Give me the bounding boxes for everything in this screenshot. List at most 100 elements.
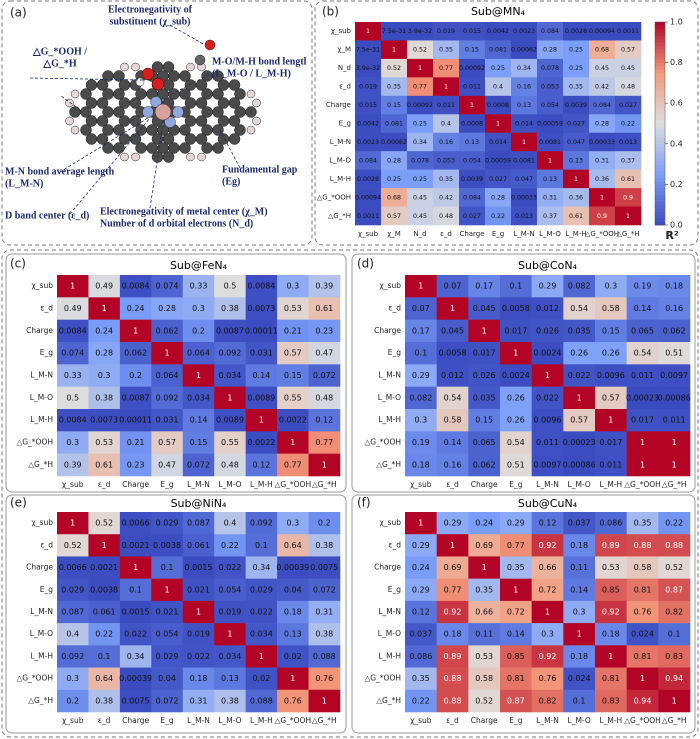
heatmap-cell	[182, 578, 215, 602]
cell-label: 1	[444, 84, 448, 91]
cell-label: 0.00011	[119, 416, 152, 425]
cell-label: 0.58	[602, 304, 620, 313]
heatmap-cell	[511, 132, 538, 152]
cell-label: 0.011	[437, 102, 455, 109]
cell-label: 1	[470, 102, 474, 109]
heatmap-cell	[615, 151, 642, 170]
cell-label: 0.76	[634, 608, 652, 617]
cell-label: 0.35	[387, 84, 401, 91]
heatmap-cell	[436, 534, 469, 557]
cell-label: 0.47	[158, 460, 176, 469]
y-tick-label: ε_d	[40, 304, 53, 313]
heatmap-cell	[595, 667, 627, 691]
heatmap-cell	[88, 689, 121, 713]
cell-label: 1	[640, 674, 645, 683]
cell-label: 0.084	[541, 28, 559, 35]
heatmap-cell	[459, 77, 486, 97]
heatmap-cell	[500, 667, 532, 691]
colorbar-tick-label: 0.2	[670, 180, 683, 189]
cell-label: 1	[577, 630, 582, 639]
heatmap-cell	[277, 534, 309, 557]
cell-label: 0.85	[602, 585, 620, 594]
cell-label: 0.02	[252, 674, 270, 683]
heatmap-cell	[214, 578, 246, 602]
cell-label: 0.045	[473, 304, 496, 313]
colorbar-segment	[655, 32, 665, 36]
heatmap-cell	[563, 623, 596, 646]
cell-label: 0.0073	[247, 304, 275, 313]
colorbar-segment	[655, 59, 665, 63]
cell-label: 0.34	[517, 65, 531, 72]
heatmap-cell	[245, 342, 278, 365]
y-tick-label: χ_sub	[379, 281, 401, 290]
diagram-label: Electronegativity of	[108, 4, 193, 15]
cell-label: 0.52	[413, 47, 427, 54]
cell-label: 1	[450, 541, 455, 550]
heatmap-cell	[407, 151, 434, 170]
x-tick-label: χ_sub	[358, 230, 379, 238]
colorbar-segment	[655, 177, 665, 182]
cell-label: 0.12	[315, 416, 333, 425]
cell-label: 0.026	[473, 371, 496, 380]
heatmap-cell	[626, 431, 659, 454]
heatmap-cell	[589, 169, 616, 189]
heatmap-cell	[407, 114, 434, 134]
heatmap-cell	[355, 188, 382, 207]
heatmap-cell	[119, 600, 152, 624]
heatmap-cell	[468, 534, 501, 557]
pointer-line	[149, 121, 164, 209]
diagram-label: M-N bond average length	[5, 166, 115, 177]
atom	[162, 151, 175, 163]
x-tick-label: L_M-O	[539, 230, 561, 238]
y-tick-label: ε_d	[339, 83, 351, 91]
cell-label: 0.28	[158, 304, 176, 313]
cell-label: 0.00092	[407, 102, 433, 109]
cell-label: 0.31	[315, 608, 333, 617]
heatmap-cell	[433, 77, 460, 97]
heatmap-cell	[468, 409, 501, 432]
heatmap-cell	[355, 22, 382, 41]
cell-label: 0.15	[190, 438, 208, 447]
heatmap-cell	[308, 275, 341, 298]
heatmap-cell	[151, 297, 184, 320]
cell-label: 0.0089	[247, 393, 275, 402]
heatmap-cell	[308, 342, 341, 365]
y-tick-label: △G_*OOH	[364, 674, 401, 683]
cell-label: 0.047	[515, 176, 533, 183]
heatmap-cell	[658, 645, 691, 668]
cell-label: 0.082	[568, 282, 591, 291]
atom	[228, 79, 241, 91]
atom	[85, 133, 98, 145]
heatmap-cell	[468, 645, 501, 668]
cell-label: 0.5	[224, 282, 237, 291]
cell-label: 1	[102, 541, 107, 550]
heatmap-cell	[485, 188, 512, 207]
heatmap-cell	[308, 319, 341, 343]
heatmap-cell	[355, 95, 382, 115]
diagram-label: Number of d orbital electrons (N_d)	[100, 218, 253, 229]
cell-label: 0.078	[541, 65, 559, 72]
cell-label: 0.017	[473, 349, 496, 358]
cell-label: 0.037	[568, 519, 591, 528]
cell-label: 0.026	[536, 326, 559, 335]
heatmap-cell	[182, 409, 215, 432]
cell-label: 0.38	[221, 304, 239, 313]
heatmap-cell	[485, 95, 512, 115]
heatmap-cell	[119, 386, 152, 410]
cell-label: 0.25	[569, 47, 583, 54]
heatmap-cell	[308, 689, 341, 713]
heatmap-cell	[277, 453, 309, 477]
atom	[96, 115, 109, 127]
cell-label: 0.28	[595, 121, 609, 128]
cell-label: 0.82	[539, 696, 557, 705]
cell-label: 0.082	[409, 393, 432, 402]
heatmap-cell	[405, 409, 437, 432]
heatmap-cell	[245, 297, 278, 320]
cell-label: 0.062	[663, 326, 686, 335]
cell-label: 0.00094	[589, 28, 615, 35]
heatmap-cell	[563, 534, 596, 557]
cell-label: 0.25	[413, 121, 427, 128]
y-tick-label: χ_M	[337, 46, 351, 54]
x-tick-label: ε_d	[98, 480, 111, 489]
cell-label: 0.011	[599, 460, 622, 469]
